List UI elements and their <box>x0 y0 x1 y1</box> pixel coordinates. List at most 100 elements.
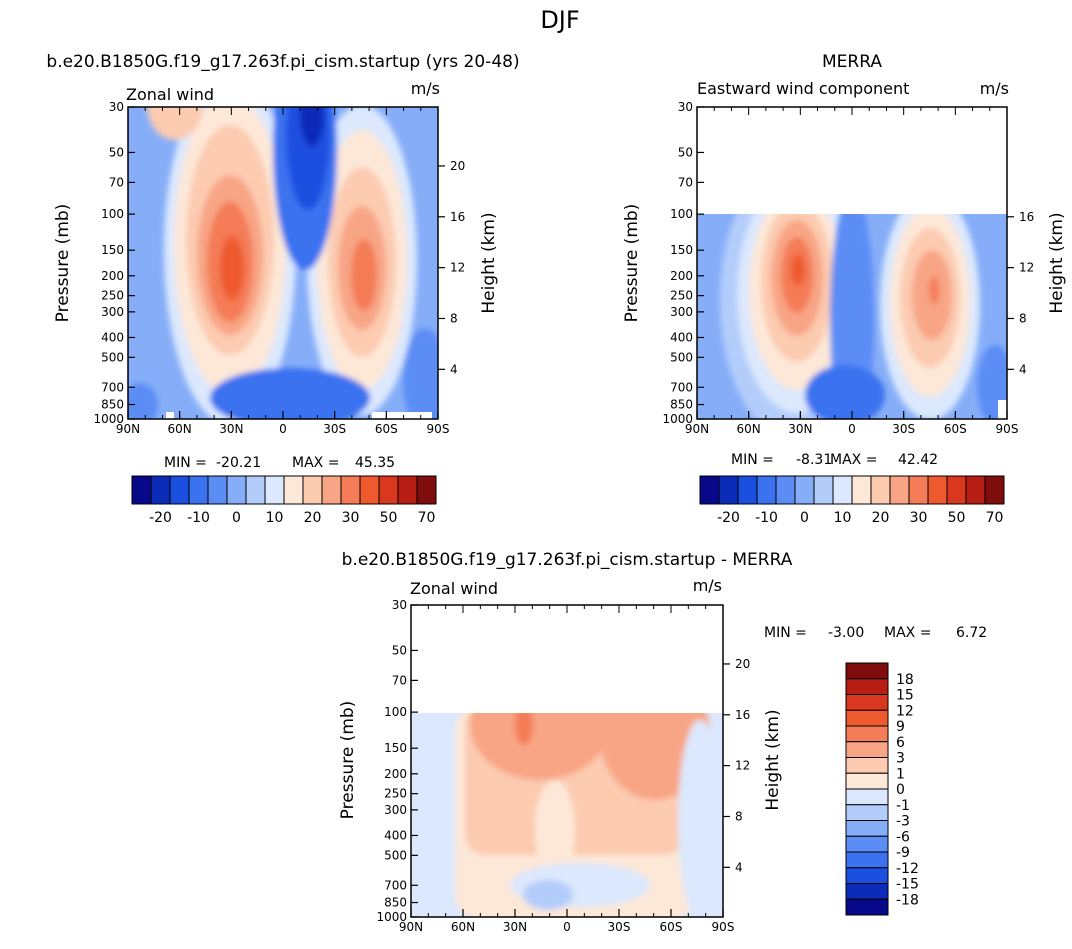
colorbar-label: 30 <box>910 510 928 526</box>
x-tick-label: 0 <box>279 422 287 436</box>
x-tick-label: 30S <box>323 422 346 436</box>
colorbar-box <box>699 475 720 505</box>
colorbar-box <box>845 788 889 806</box>
colorbar-box <box>845 772 889 790</box>
y-tick-label: 30 <box>678 100 693 114</box>
y-tick-label: 700 <box>101 380 124 394</box>
y-tick-label: 1000 <box>662 412 693 426</box>
colorbar-label: -3 <box>896 814 910 830</box>
stat-min-value: -3.00 <box>828 625 864 641</box>
panel-difference-field <box>411 605 723 917</box>
colorbar-box <box>226 475 247 505</box>
panel-model-ylabel: Pressure (mb) <box>53 204 73 323</box>
easterly-core <box>300 107 324 147</box>
stat-max-value: 6.72 <box>956 625 987 641</box>
colorbar-label: -10 <box>755 510 778 526</box>
panel-model: b.e20.B1850G.f19_g17.263f.pi_cism.startu… <box>46 52 519 526</box>
stat-max-value: 45.35 <box>355 455 395 471</box>
surface-nh-polar <box>128 383 158 419</box>
y-tick-label: 300 <box>101 305 124 319</box>
y-right-tick-label: 12 <box>450 261 465 275</box>
y-tick-label: 200 <box>384 767 407 781</box>
colorbar-box <box>845 835 889 853</box>
y-tick-label: 1000 <box>376 910 407 924</box>
colorbar-box <box>845 741 889 758</box>
missing-data-upper <box>411 605 723 713</box>
panel-model-units: m/s <box>411 79 440 98</box>
x-tick-label: 90N <box>116 422 140 436</box>
y-right-tick-label: 16 <box>1019 210 1034 224</box>
panel-model-left-label: Zonal wind <box>126 85 214 104</box>
colorbar-box <box>845 820 889 837</box>
jet-nh-core <box>220 236 244 300</box>
colorbar-label: 1 <box>896 766 905 782</box>
surface-sh-polar <box>403 328 438 419</box>
x-tick-label: 30S <box>608 920 631 934</box>
colorbar-box <box>908 475 929 505</box>
stat-min-value: -8.31 <box>796 452 832 468</box>
y-tick-label: 400 <box>670 330 693 344</box>
colorbar-label: 10 <box>834 510 852 526</box>
colorbar-label: 20 <box>304 510 322 526</box>
colorbar-label: 70 <box>986 510 1004 526</box>
y-tick-label: 50 <box>109 145 124 159</box>
stat-min-label: MIN = <box>764 625 807 641</box>
x-tick-label: 60N <box>168 422 192 436</box>
diff-neutral-tongue <box>535 780 575 880</box>
x-tick-label: 30N <box>503 920 527 934</box>
colorbar-label: 9 <box>896 719 905 735</box>
colorbar-box <box>169 475 190 505</box>
colorbar-box <box>283 475 304 505</box>
y-tick-label: 850 <box>384 896 407 910</box>
panel-merra-ylabel: Pressure (mb) <box>622 204 642 323</box>
panel-difference-title: b.e20.B1850G.f19_g17.263f.pi_cism.startu… <box>342 550 793 570</box>
easterly-band <box>830 190 874 419</box>
x-tick-label: 0 <box>563 920 571 934</box>
y-tick-label: 700 <box>670 380 693 394</box>
panel-difference: b.e20.B1850G.f19_g17.263f.pi_cism.startu… <box>338 550 987 934</box>
y-tick-label: 100 <box>101 207 124 221</box>
missing-data-upper <box>697 107 1007 214</box>
y-tick-label: 250 <box>670 289 693 303</box>
y-tick-label: 850 <box>101 398 124 412</box>
colorbar-box <box>845 725 889 743</box>
y-tick-label: 150 <box>101 243 124 257</box>
stat-min-label: MIN = <box>731 452 774 468</box>
colorbar-box <box>845 757 889 774</box>
y-tick-label: 500 <box>101 350 124 364</box>
panel-merra-field <box>697 107 1007 419</box>
panel-model-title: b.e20.B1850G.f19_g17.263f.pi_cism.startu… <box>46 52 519 72</box>
colorbar-box <box>188 475 209 505</box>
y-right-tick-label: 12 <box>1019 261 1034 275</box>
y-right-tick-label: 8 <box>735 809 743 823</box>
y-right-tick-label: 12 <box>735 759 750 773</box>
panel-merra-colorbar: -20 -10 0 10 20 30 50 70 <box>699 475 1005 526</box>
panel-difference-left-label: Zonal wind <box>410 579 498 598</box>
colorbar-box <box>845 867 889 884</box>
colorbar-box <box>264 475 285 505</box>
colorbar-label: -9 <box>896 845 910 861</box>
y-tick-label: 1000 <box>93 412 124 426</box>
colorbar-box <box>397 475 418 505</box>
colorbar-box <box>927 475 948 505</box>
panel-difference-stats: MIN = -3.00 MAX = 6.72 <box>764 625 987 641</box>
stat-min-value: -20.21 <box>216 455 261 471</box>
x-tick-label: 30N <box>788 422 812 436</box>
diff-core <box>515 705 533 745</box>
y-tick-label: 70 <box>678 175 693 189</box>
stat-min-label: MIN = <box>164 455 207 471</box>
strat-nh-band <box>147 107 203 140</box>
y-tick-label: 150 <box>670 243 693 257</box>
y-right-tick-label: 20 <box>450 159 465 173</box>
colorbar-label: 10 <box>266 510 284 526</box>
colorbar-box <box>813 475 834 505</box>
colorbar-label: 30 <box>342 510 360 526</box>
colorbar-box <box>845 709 889 727</box>
colorbar-box <box>845 883 889 900</box>
panel-difference-units: m/s <box>693 576 722 595</box>
x-tick-label: 0 <box>848 422 856 436</box>
y-tick-label: 700 <box>384 878 407 892</box>
y-tick-label: 100 <box>670 207 693 221</box>
colorbar-label: -6 <box>896 829 910 845</box>
colorbar-box <box>845 662 889 680</box>
